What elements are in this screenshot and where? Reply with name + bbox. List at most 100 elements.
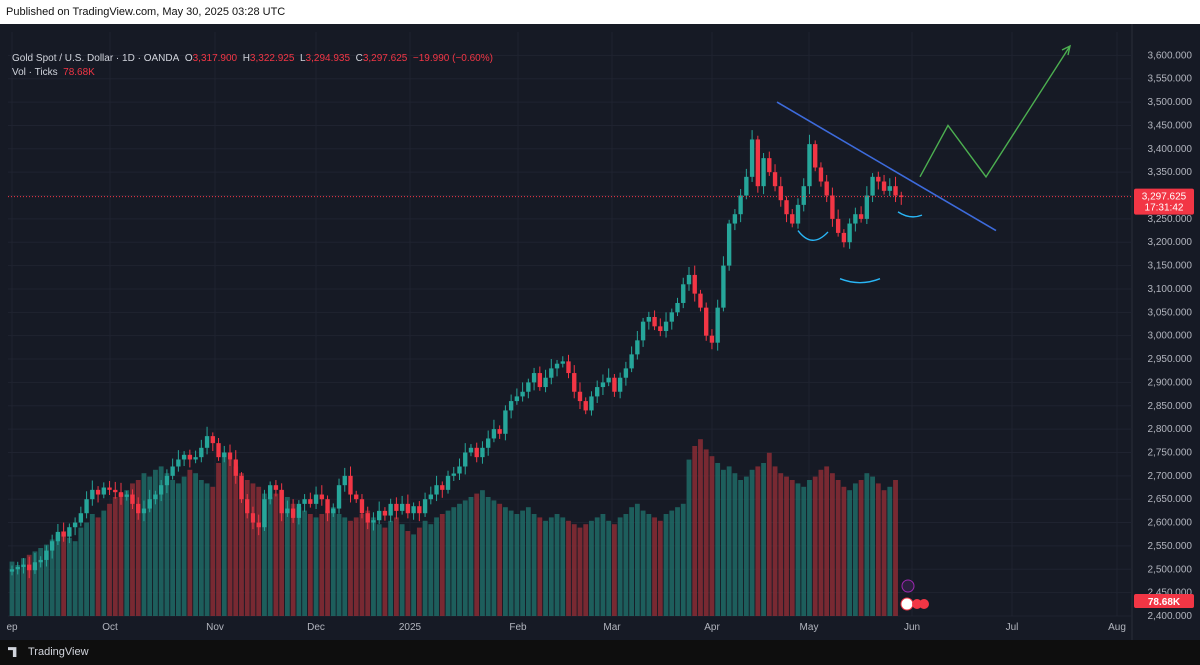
volume-bar bbox=[611, 524, 617, 616]
chart-legend: Gold Spot / U.S. Dollar · 1D · OANDA O3,… bbox=[12, 52, 493, 80]
y-tick-label: 3,200.000 bbox=[1148, 237, 1193, 248]
volume-bar bbox=[405, 531, 411, 616]
last-price-tag bbox=[1134, 188, 1194, 215]
candle-body bbox=[262, 499, 267, 528]
footer-brand: TradingView bbox=[28, 646, 89, 658]
volume-bar bbox=[210, 486, 216, 616]
candle-body bbox=[267, 485, 273, 500]
candle-body bbox=[359, 499, 365, 514]
volume-bar bbox=[250, 483, 256, 616]
candle-body bbox=[434, 485, 439, 495]
candle-body bbox=[61, 531, 66, 537]
y-tick-label: 3,150.000 bbox=[1148, 261, 1193, 272]
candle-body bbox=[577, 391, 583, 402]
projection-path bbox=[919, 45, 1071, 179]
candle-body bbox=[681, 284, 686, 303]
chart-area[interactable]: 3,600.000 3,550.000 3,500.000 3,450.000 3,40… bbox=[0, 24, 1200, 640]
volume-bar bbox=[26, 554, 32, 616]
last-price-value: 3,297.625 bbox=[1142, 192, 1187, 203]
volume-bar bbox=[284, 497, 290, 616]
volume-bar bbox=[721, 469, 726, 616]
candle-body bbox=[801, 186, 806, 205]
candle-body bbox=[721, 265, 726, 308]
volume-bar bbox=[233, 466, 239, 616]
symbol-title: Gold Spot / U.S. Dollar · 1D · OANDA bbox=[12, 53, 180, 64]
candle-body bbox=[164, 475, 170, 486]
volume-bar bbox=[216, 463, 221, 616]
volume-bar bbox=[307, 514, 313, 616]
event-dot-icon bbox=[919, 599, 929, 609]
candle-body bbox=[296, 503, 302, 518]
volume-bar bbox=[353, 517, 359, 616]
candle-body bbox=[537, 373, 543, 388]
volume-bar bbox=[147, 476, 153, 616]
candle-body bbox=[382, 510, 388, 516]
volume-bar bbox=[61, 531, 67, 616]
volume-bar bbox=[32, 551, 38, 616]
volume-bar bbox=[124, 490, 130, 616]
close-label: C bbox=[355, 53, 363, 64]
candle-body bbox=[336, 485, 342, 509]
volume-bar bbox=[164, 473, 170, 616]
candle-body bbox=[49, 541, 55, 551]
candle-body bbox=[784, 200, 789, 215]
candle-body bbox=[463, 452, 468, 467]
volume-bar bbox=[118, 493, 124, 616]
volume-bar bbox=[101, 510, 107, 616]
candle-body bbox=[90, 489, 95, 500]
candle-body bbox=[486, 438, 491, 448]
candle-body bbox=[841, 232, 847, 243]
volume-bar bbox=[480, 490, 485, 616]
volume-bar bbox=[95, 517, 101, 616]
candle-body bbox=[302, 499, 307, 504]
candle-body bbox=[767, 158, 772, 173]
volume-bar bbox=[239, 473, 244, 616]
volume-bar bbox=[382, 527, 388, 616]
candle-body bbox=[388, 503, 393, 516]
candle-body bbox=[623, 368, 629, 378]
volume-bar bbox=[818, 469, 824, 616]
candle-body bbox=[491, 429, 497, 439]
volume-bar bbox=[445, 510, 451, 616]
candle-body bbox=[704, 307, 709, 336]
volume-bar bbox=[743, 476, 749, 616]
candle-body bbox=[216, 443, 221, 458]
candle-body bbox=[405, 503, 411, 514]
volume-bar bbox=[15, 565, 21, 616]
price-chart[interactable]: 3,600.000 3,550.000 3,500.000 3,450.000 3,40… bbox=[0, 24, 1200, 640]
volume-bar bbox=[715, 463, 721, 616]
volume-bar bbox=[841, 486, 847, 616]
candle-body bbox=[658, 326, 663, 332]
volume-bar bbox=[566, 520, 571, 616]
volume-bar bbox=[267, 497, 273, 616]
volume-bar bbox=[112, 497, 118, 616]
candle-body bbox=[21, 564, 26, 567]
candle-body bbox=[617, 377, 623, 392]
candle-body bbox=[256, 522, 261, 528]
volume-bar bbox=[675, 507, 680, 616]
projection-arrowhead bbox=[1061, 44, 1072, 56]
y-tick-label: 3,600.000 bbox=[1148, 50, 1193, 61]
y-tick-label: 3,450.000 bbox=[1148, 120, 1193, 131]
candle-body bbox=[181, 454, 187, 460]
high-label: H bbox=[242, 53, 250, 64]
volume-bar bbox=[583, 524, 589, 616]
lightning-icon bbox=[901, 579, 915, 593]
candle-body bbox=[589, 396, 594, 411]
candle-body bbox=[692, 274, 697, 294]
x-tick-label: Mar bbox=[603, 622, 621, 633]
volume-bar bbox=[864, 473, 870, 616]
candle-body bbox=[560, 361, 565, 364]
volume-bar bbox=[606, 520, 612, 616]
volume-bar bbox=[49, 539, 55, 616]
volume-bar bbox=[881, 490, 887, 616]
volume-bar bbox=[554, 514, 560, 616]
volume-bar bbox=[107, 503, 112, 616]
event-dot-icon bbox=[912, 599, 922, 609]
y-tick-label: 3,100.000 bbox=[1148, 284, 1193, 295]
y-tick-label: 3,000.000 bbox=[1148, 331, 1193, 342]
candle-body bbox=[210, 436, 215, 444]
volume-bar bbox=[38, 548, 44, 616]
volume-label: Vol · Ticks bbox=[12, 67, 58, 78]
candle-body bbox=[319, 494, 324, 500]
